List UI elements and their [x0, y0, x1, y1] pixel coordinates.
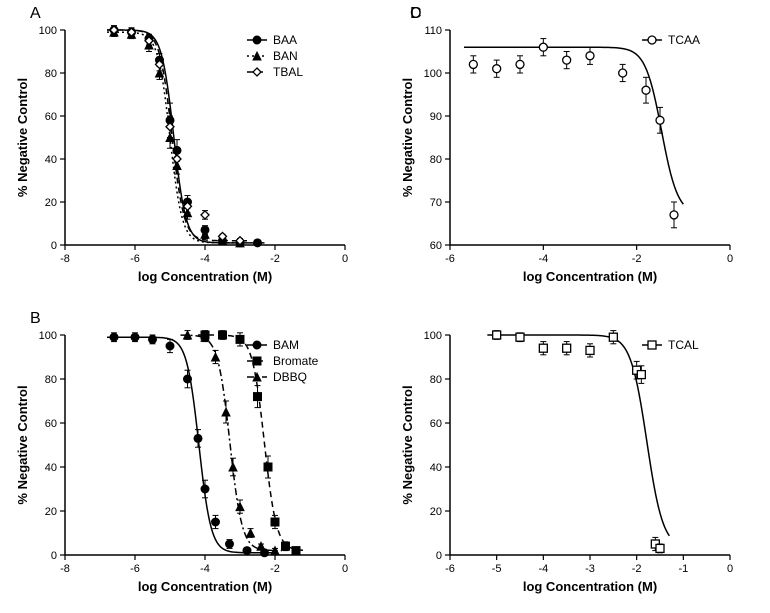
svg-text:0: 0: [436, 550, 442, 562]
figure-root: A -8-6-4-20020406080100log Concentration…: [0, 0, 770, 613]
svg-text:40: 40: [430, 462, 442, 474]
svg-text:0: 0: [727, 563, 733, 575]
svg-text:-2: -2: [632, 563, 642, 575]
svg-text:60: 60: [430, 418, 442, 430]
svg-text:log Concentration (M): log Concentration (M): [523, 579, 657, 594]
panel-d-chart: -6 -5 -4 -3 -2 -1 0 0 20 40 60 80 100 log Concentrati…: [0, 0, 770, 613]
svg-text:-5: -5: [492, 563, 502, 575]
svg-text:-6: -6: [445, 563, 455, 575]
svg-text:-4: -4: [538, 563, 548, 575]
svg-text:100: 100: [424, 330, 442, 342]
svg-text:-3: -3: [585, 563, 595, 575]
svg-text:20: 20: [430, 506, 442, 518]
svg-text:-1: -1: [678, 563, 688, 575]
svg-text:% Negative Control: % Negative Control: [400, 385, 415, 504]
svg-text:TCAL: TCAL: [668, 338, 699, 352]
svg-text:80: 80: [430, 374, 442, 386]
